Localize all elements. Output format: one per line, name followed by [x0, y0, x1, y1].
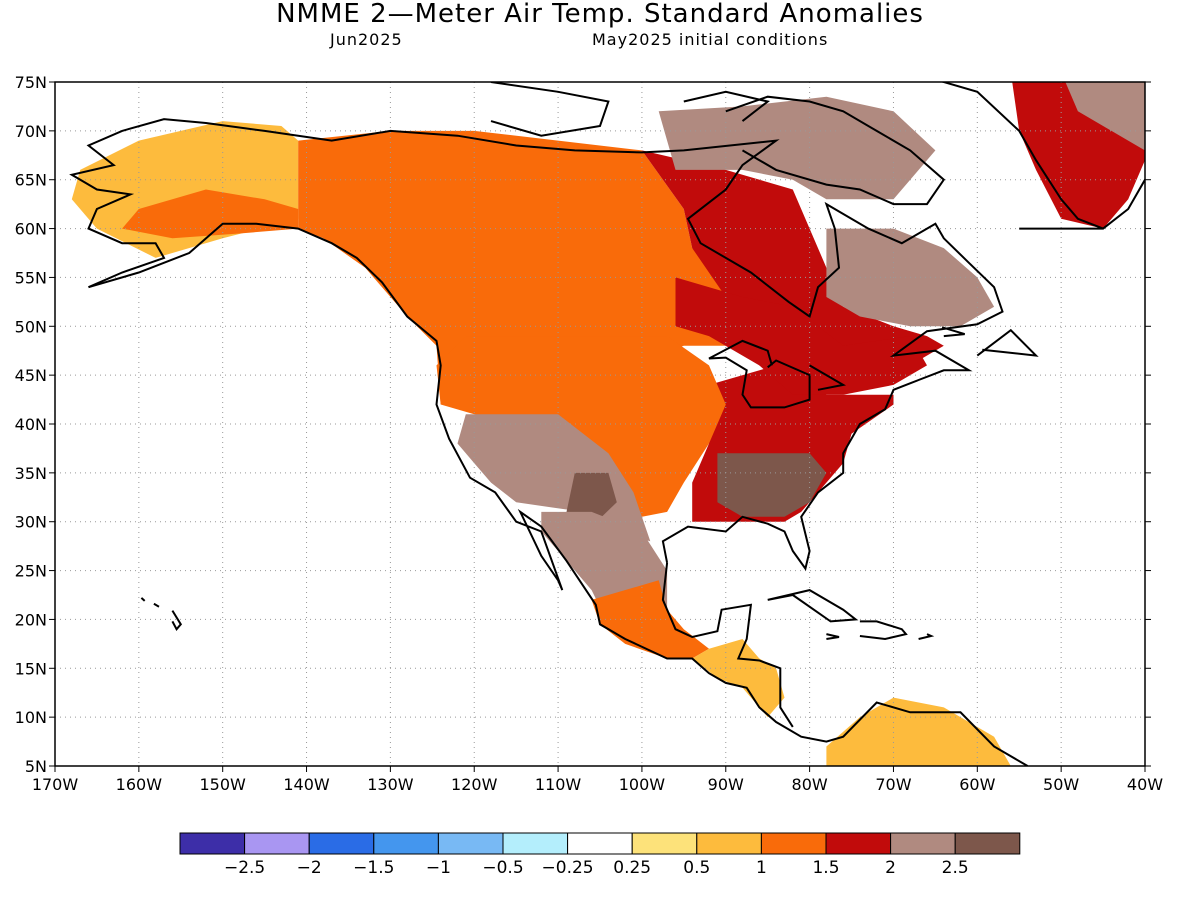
colorbar-label: −0.5 [482, 858, 523, 878]
lat-lon-grid [55, 82, 1145, 766]
colorbar-label: −1 [426, 858, 451, 878]
colorbar-label: −2 [297, 858, 322, 878]
colorbar-swatch [696, 832, 762, 855]
lat-label: 30N [15, 513, 47, 532]
coastline-segment [490, 82, 610, 137]
lon-label: 140W [283, 775, 330, 794]
lat-label: 50N [15, 317, 47, 336]
coastline-segment [941, 326, 965, 338]
coastline-segment [767, 589, 859, 623]
coastline-segment [661, 562, 794, 728]
colorbar-label: 2 [885, 858, 896, 878]
colorbar-label: 1 [756, 858, 767, 878]
coastline-segment [725, 95, 946, 206]
coastline-segment [88, 222, 1029, 766]
colorbar-swatch [308, 832, 375, 855]
forecast-month: Jun2025 [330, 30, 403, 49]
coastlines [69, 82, 1145, 766]
lat-label: 40N [15, 415, 47, 434]
colorbar-label: 0.25 [613, 858, 651, 878]
lon-label: 80W [792, 775, 828, 794]
lat-label: 10N [15, 708, 47, 727]
latitude-labels: 75N 70N 65N 60N 55N 50N 45N 40N 35N 30N 25N 20N 15N 1… [15, 73, 47, 776]
colorbar: −2.5 −2 −1.5 −1 −0.5 −0.25 0.25 0.5 1 1.5 2 2.5 [179, 832, 1021, 878]
colorbar-label: 2.5 [942, 858, 969, 878]
lat-label: 75N [15, 73, 47, 92]
colorbar-swatch [631, 832, 698, 855]
coastline-segment [940, 82, 1145, 230]
lat-label: 35N [15, 464, 47, 483]
lat-label: 70N [15, 122, 47, 141]
coastline-segment [976, 328, 1039, 357]
coastline-segment [859, 620, 908, 641]
coastline-segment [171, 610, 183, 631]
colorbar-label: 0.5 [683, 858, 710, 878]
lat-label: 15N [15, 659, 47, 678]
lat-label: 45N [15, 366, 47, 385]
lon-label: 110W [535, 775, 582, 794]
lon-label: 160W [116, 775, 163, 794]
region-alaska-interior [122, 189, 299, 239]
coastline-segment [826, 633, 840, 640]
colorbar-swatch [954, 832, 1021, 855]
coastline-segment [708, 339, 811, 409]
coastline-segment [153, 602, 160, 608]
region-central-america [692, 639, 785, 718]
initial-conditions: May2025 initial conditions [592, 30, 829, 49]
lon-label: 50W [1043, 775, 1079, 794]
region-nunavut [658, 96, 936, 200]
coastline-segment [683, 90, 770, 122]
lon-label: 70W [875, 775, 911, 794]
lat-label: 25N [15, 562, 47, 581]
lon-label: 130W [367, 775, 414, 794]
lon-label: 60W [959, 775, 995, 794]
coastline-segment [69, 118, 1004, 571]
lat-label: 5N [25, 757, 47, 776]
colorbar-swatch [825, 832, 892, 855]
region-hudson-east [641, 150, 944, 385]
map-area [55, 82, 1145, 766]
colorbar-swatch [244, 832, 310, 855]
colorbar-swatch [567, 832, 633, 855]
colorbar-swatch [760, 832, 827, 855]
lat-label: 60N [15, 220, 47, 239]
region-south-america [826, 697, 1011, 766]
colorbar-label: −0.25 [542, 858, 594, 878]
map-title: NMME 2—Meter Air Temp. Standard Anomalie… [276, 0, 924, 29]
longitude-labels: 170W 160W 150W 140W 130W 120W 110W 100W 90W 80W 70… [32, 775, 1163, 794]
lon-label: 170W [32, 775, 79, 794]
region-greenland-north [1065, 82, 1145, 151]
coastline-segment [140, 597, 146, 602]
colorbar-label: −2.5 [224, 858, 265, 878]
lat-label: 20N [15, 610, 47, 629]
colorbar-swatch [373, 832, 439, 855]
coastline-segment [918, 633, 935, 640]
lon-label: 40W [1127, 775, 1163, 794]
lon-label: 100W [619, 775, 666, 794]
coastline-segment [809, 364, 847, 391]
colorbar-swatch [437, 832, 504, 855]
colorbar-swatch [890, 832, 956, 855]
region-southeast-us [717, 453, 827, 517]
colorbar-swatch [502, 832, 569, 855]
lon-label: 120W [451, 775, 498, 794]
colorbar-label: 1.5 [812, 858, 839, 878]
region-ontario-band [675, 277, 927, 395]
axis-ticks [49, 81, 1151, 772]
lon-label: 90W [708, 775, 744, 794]
region-central-plains [436, 336, 726, 522]
lat-label: 55N [15, 268, 47, 287]
lon-label: 150W [200, 775, 247, 794]
colorbar-label: −1.5 [353, 858, 394, 878]
anomaly-regions [71, 82, 1145, 766]
colorbar-swatch [179, 832, 246, 855]
lat-label: 65N [15, 171, 47, 190]
